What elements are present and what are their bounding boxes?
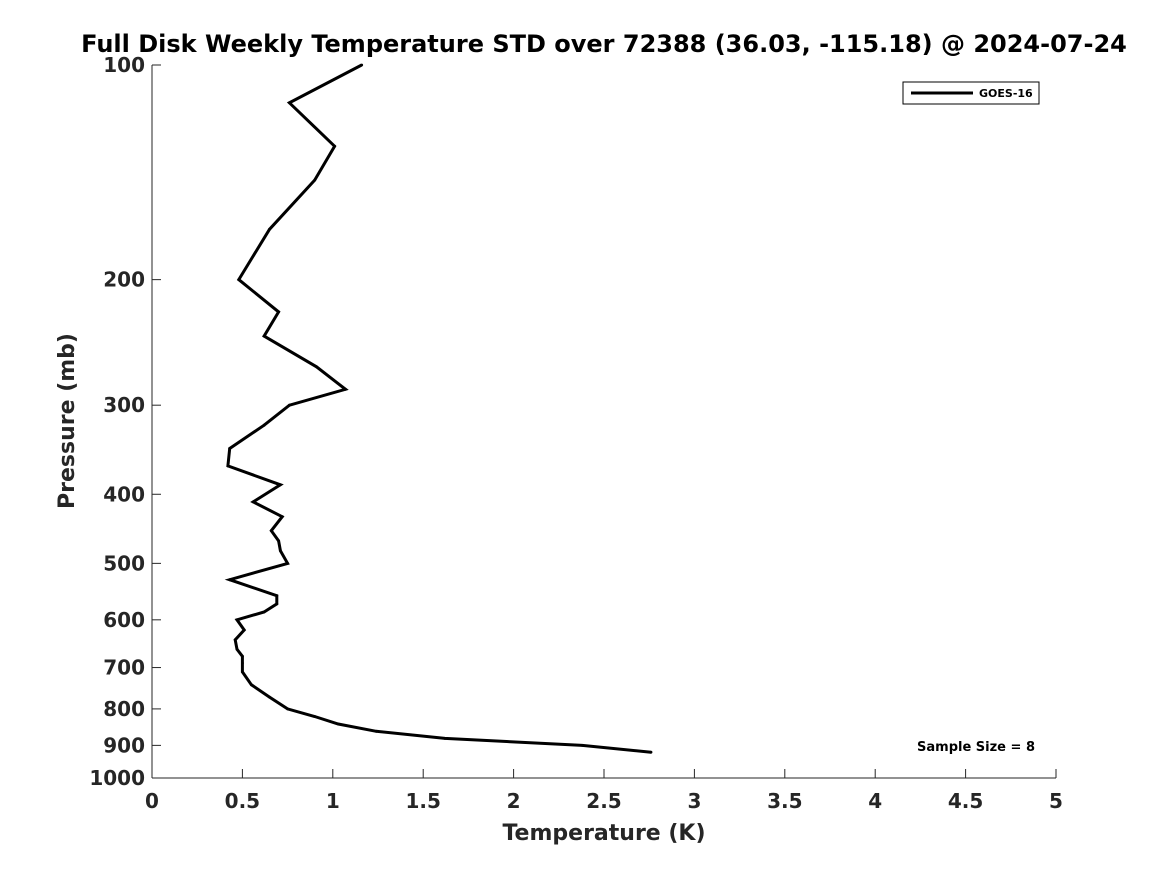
data-point	[344, 387, 347, 391]
x-axis-label: Temperature (K)	[502, 821, 705, 846]
y-tick-label: 100	[103, 53, 145, 77]
data-point	[235, 647, 239, 651]
data-point	[333, 144, 336, 148]
x-tick-label: 4.5	[948, 789, 983, 813]
data-point	[226, 464, 230, 468]
data-point	[235, 618, 239, 622]
data-point	[268, 695, 271, 699]
data-point	[233, 638, 237, 642]
data-point	[251, 500, 255, 504]
legend-label-goes-16: GOES-16	[979, 87, 1033, 100]
x-tick-label: 2	[507, 789, 521, 813]
y-tick-label: 600	[103, 608, 145, 632]
chart-title: Full Disk Weekly Temperature STD over 72…	[81, 30, 1127, 58]
y-tick-label: 900	[103, 733, 145, 757]
data-point	[360, 63, 364, 67]
data-point	[374, 729, 378, 733]
x-axis-ticks: 0 0.5 1 1.5 2 2.5 3 3.5 4 4.5 5	[145, 769, 1063, 813]
data-point	[288, 403, 291, 407]
x-tick-label: 0	[145, 789, 159, 813]
y-tick-label: 200	[103, 268, 145, 292]
data-point	[649, 750, 653, 754]
data-point	[269, 529, 273, 533]
data-point	[336, 722, 340, 726]
data-point	[279, 483, 282, 487]
data-point	[237, 278, 241, 281]
x-tick-label: 3	[687, 789, 701, 813]
data-point	[250, 683, 253, 687]
y-tick-label: 400	[103, 482, 145, 506]
y-tick-label: 300	[103, 393, 145, 417]
data-point	[262, 423, 266, 427]
y-axis-label: Pressure (mb)	[55, 333, 80, 509]
y-tick-label: 700	[103, 656, 145, 680]
x-tick-label: 1.5	[405, 789, 440, 813]
data-point	[277, 539, 280, 543]
data-point	[580, 744, 584, 747]
y-tick-label: 800	[103, 697, 145, 721]
x-tick-label: 3.5	[767, 789, 802, 813]
data-point	[268, 227, 271, 231]
y-tick-label: 1000	[89, 766, 145, 790]
data-point	[277, 310, 280, 314]
data-point	[241, 654, 244, 658]
data-point	[262, 610, 266, 614]
y-axis-ticks: 100 200 300 400 500 600 700 800 900 1000	[89, 53, 161, 790]
x-tick-label: 5	[1049, 789, 1063, 813]
data-point	[288, 101, 291, 105]
data-point	[228, 578, 232, 582]
data-point	[275, 602, 279, 606]
x-tick-label: 2.5	[586, 789, 621, 813]
data-point	[228, 447, 232, 450]
data-point	[241, 670, 244, 674]
x-tick-label: 4	[868, 789, 882, 813]
data-point	[315, 365, 318, 369]
data-point	[313, 715, 317, 718]
x-tick-label: 0.5	[225, 789, 260, 813]
x-tick-label: 1	[326, 789, 340, 813]
data-point	[313, 178, 317, 182]
series-layer	[224, 63, 653, 754]
data-point	[279, 549, 282, 553]
data-point	[241, 661, 244, 665]
data-point	[280, 515, 284, 519]
data-point	[286, 707, 289, 711]
legend: GOES-16	[902, 81, 1040, 105]
data-point	[262, 334, 266, 338]
data-point	[286, 562, 289, 565]
data-point	[275, 594, 279, 598]
data-point	[443, 737, 447, 740]
sample-size-annotation: Sample Size = 8	[917, 740, 1035, 755]
y-tick-label: 500	[103, 551, 145, 575]
data-point	[242, 628, 246, 632]
